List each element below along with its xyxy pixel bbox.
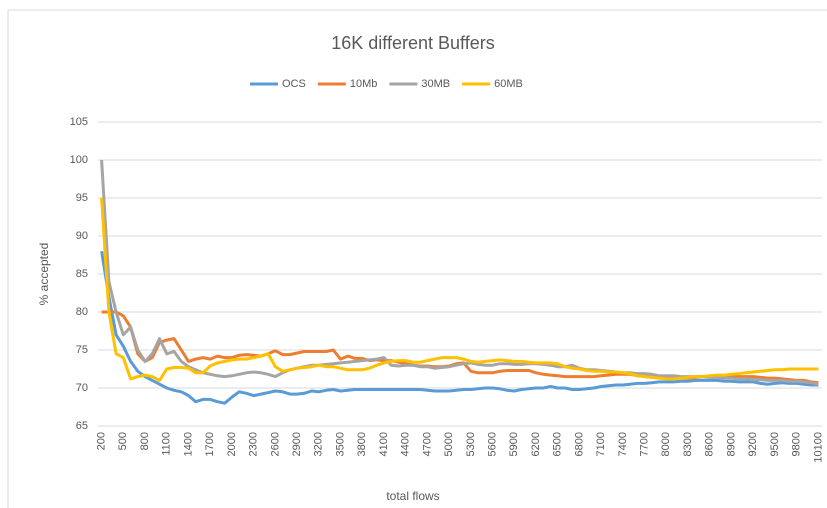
data-line	[100, 250, 819, 405]
x-tick-label: 7700	[639, 432, 651, 456]
x-tick-label: 2000	[226, 432, 238, 456]
x-tick-label: 1400	[182, 432, 194, 456]
y-tick-label: 105	[70, 116, 88, 128]
x-tick-label: 800	[139, 432, 151, 450]
x-tick-label: 1100	[161, 432, 173, 456]
legend-label: 10Mb	[350, 78, 378, 90]
x-tick-label: 7100	[595, 432, 607, 456]
x-tick-label: 6800	[573, 432, 585, 456]
x-tick-label: 8600	[704, 432, 716, 456]
x-tick-label: 8900	[725, 432, 737, 456]
x-tick-label: 3500	[334, 432, 346, 456]
legend-label: 60MB	[494, 78, 523, 90]
x-tick-label: 5900	[508, 432, 520, 456]
y-tick-label: 100	[70, 154, 88, 166]
x-tick-label: 4100	[378, 432, 390, 456]
x-tick-label: 5600	[486, 432, 498, 456]
legend-label: 30MB	[421, 78, 450, 90]
x-tick-label: 6200	[530, 432, 542, 456]
x-tick-label: 9500	[769, 432, 781, 456]
x-tick-label: 1700	[204, 432, 216, 456]
data-line	[100, 197, 819, 382]
x-tick-label: 5300	[465, 432, 477, 456]
y-axis-label: % accepted	[37, 243, 51, 306]
chart-title: 16K different Buffers	[331, 33, 494, 53]
x-tick-label: 9200	[747, 432, 759, 456]
x-tick-label: 3800	[356, 432, 368, 456]
x-tick-label: 2900	[291, 432, 303, 456]
x-axis-label: total flows	[386, 489, 439, 503]
x-tick-label: 10100	[812, 432, 824, 463]
x-tick-label: 2300	[248, 432, 260, 456]
x-tick-label: 6500	[552, 432, 564, 456]
y-tick-label: 90	[76, 230, 88, 242]
x-tick-label: 8000	[660, 432, 672, 456]
data-line	[100, 159, 819, 386]
x-tick-label: 5000	[443, 432, 455, 456]
x-tick-label: 500	[117, 432, 129, 450]
x-tick-label: 200	[96, 432, 108, 450]
y-tick-label: 70	[76, 382, 88, 394]
x-tick-label: 4700	[421, 432, 433, 456]
y-tick-label: 80	[76, 306, 88, 318]
x-tick-label: 3200	[313, 432, 325, 456]
legend-label: OCS	[282, 78, 306, 90]
x-tick-label: 9800	[791, 432, 803, 456]
x-tick-label: 7400	[617, 432, 629, 456]
x-tick-label: 4400	[400, 432, 412, 456]
y-tick-label: 65	[76, 420, 88, 432]
x-tick-label: 8300	[682, 432, 694, 456]
x-tick-label: 2600	[269, 432, 281, 456]
y-tick-label: 85	[76, 268, 88, 280]
y-tick-label: 75	[76, 344, 88, 356]
data-line	[101, 310, 819, 385]
y-tick-label: 95	[76, 192, 88, 204]
